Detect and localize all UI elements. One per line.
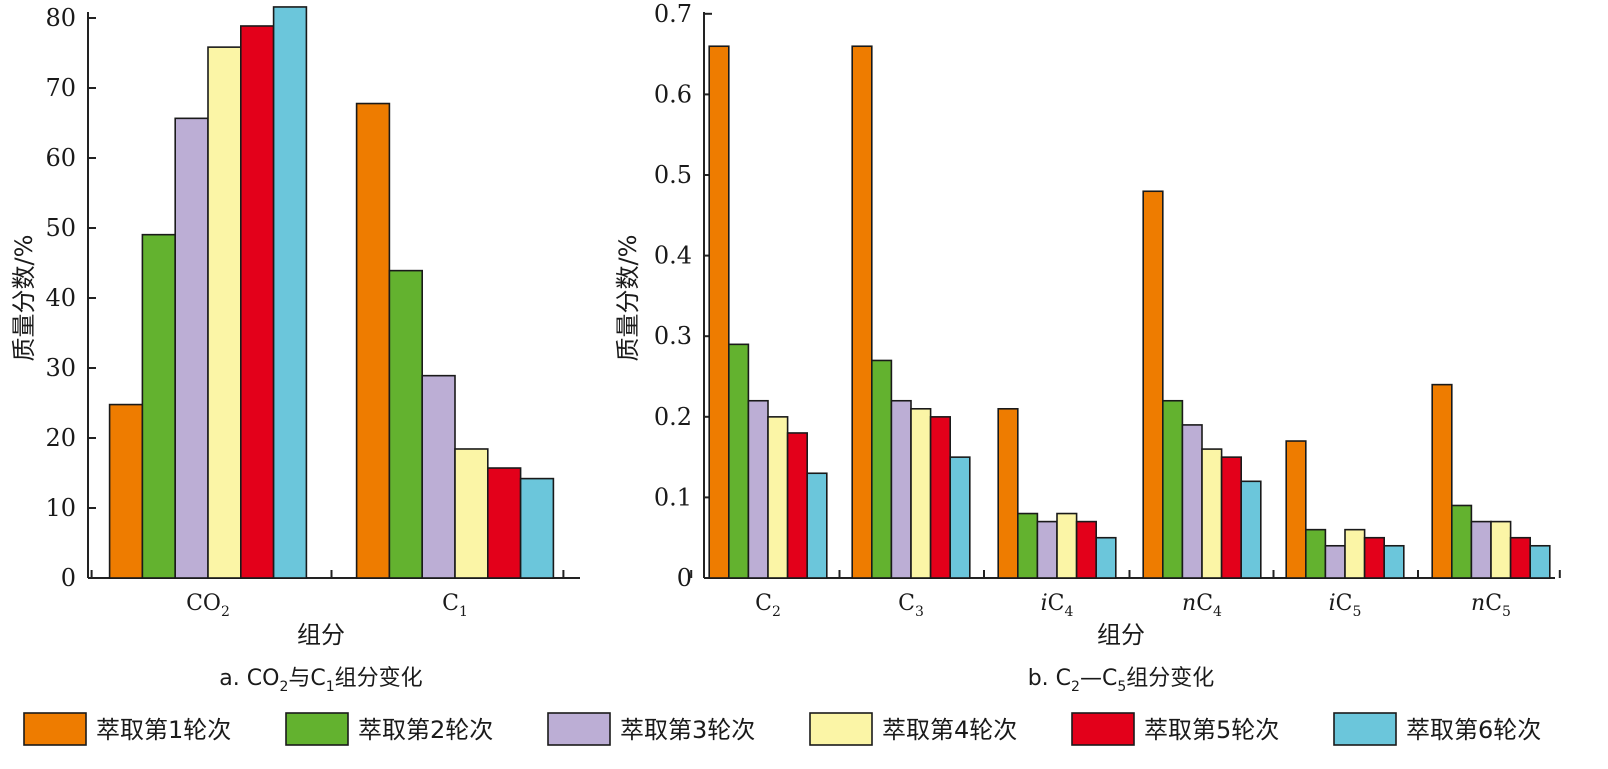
bar-2-1	[727, 343, 750, 579]
x-category-label: CO2	[186, 591, 230, 620]
y-tick-label: 0.3	[654, 322, 692, 350]
y-tick-label: 0.2	[654, 403, 692, 431]
bar-4-4	[1201, 448, 1223, 579]
bar-1-1	[108, 403, 144, 579]
chart-a: 0 10 20 30 40 50 60 70 80 CO2 C1 质量分数/% 组分 a. CO2与C1组…	[10, 4, 580, 695]
y-tick-label: 0.1	[654, 483, 692, 511]
bar-5-1	[240, 25, 275, 579]
bar-2-1	[141, 233, 176, 579]
bar-6-1	[272, 6, 308, 579]
bar-3-1	[747, 399, 769, 579]
bar-5-2	[486, 467, 522, 579]
bar-3-4	[1181, 424, 1203, 579]
x-category-label: C2	[755, 591, 781, 620]
bar-6-2	[519, 477, 555, 579]
bar-1-3	[997, 407, 1019, 579]
bar-1-6	[1431, 383, 1453, 579]
x-category-label: nC4	[1182, 591, 1222, 620]
bar-5-2	[929, 416, 951, 579]
bar-4-2	[910, 407, 932, 579]
y-tick-label: 0	[61, 564, 76, 592]
bar-2-5	[1305, 528, 1327, 579]
y-tick-label: 80	[45, 4, 76, 32]
chart-caption: a. CO2与C1组分变化	[219, 666, 422, 695]
legend-swatch-3	[547, 712, 611, 746]
bar-6-3	[1095, 536, 1117, 579]
legend-label-5: 萃取第5轮次	[1144, 716, 1279, 744]
y-tick-label: 20	[45, 424, 76, 452]
bar-2-4	[1162, 399, 1184, 579]
chart-b: 0 0.1 0.2 0.3 0.4 0.5 0.6 0.7 C2 C3 iC4 nC4 iC5 nC5 质量…	[614, 0, 1561, 695]
y-tick-label: 0.5	[654, 161, 692, 189]
y-tick-label: 50	[45, 214, 76, 242]
y-tick-label: 0.6	[654, 80, 692, 108]
y-tick-label: 40	[45, 284, 76, 312]
bar-3-2	[421, 374, 456, 579]
y-tick-label: 10	[45, 494, 76, 522]
legend-label-4: 萃取第4轮次	[882, 716, 1017, 744]
x-axis-title: 组分	[1097, 621, 1145, 649]
chart-caption: b. C2—C5组分变化	[1028, 666, 1215, 695]
bar-1-4	[1142, 190, 1164, 579]
bar-3-3	[1036, 520, 1058, 579]
y-tick-label: 30	[45, 354, 76, 382]
x-category-label: iC5	[1329, 591, 1362, 620]
legend-label-1: 萃取第1轮次	[96, 716, 231, 744]
bar-4-3	[1056, 512, 1078, 579]
legend-label-3: 萃取第3轮次	[620, 716, 755, 744]
legend: 萃取第1轮次 萃取第2轮次 萃取第3轮次 萃取第4轮次 萃取第5轮次 萃取第6轮次	[23, 712, 1541, 746]
bar-6-6	[1529, 544, 1551, 579]
legend-swatch-4	[809, 712, 873, 746]
x-category-label: C1	[442, 591, 468, 620]
bar-1-2	[851, 45, 873, 579]
bar-6-4	[1240, 480, 1262, 579]
x-category-label: nC5	[1471, 591, 1511, 620]
y-axis-title: 质量分数/%	[10, 235, 38, 362]
bar-3-2	[890, 399, 912, 579]
legend-swatch-1	[23, 712, 87, 746]
y-axis-title: 质量分数/%	[614, 235, 642, 362]
legend-swatch-6	[1333, 712, 1397, 746]
bar-4-6	[1490, 520, 1512, 579]
bar-2-2	[388, 269, 423, 579]
bar-4-2	[454, 448, 489, 579]
bar-1-2	[355, 102, 391, 579]
bar-4-5	[1344, 528, 1366, 579]
legend-swatch-5	[1071, 712, 1135, 746]
bar-5-1	[786, 432, 808, 579]
bar-3-5	[1324, 544, 1346, 579]
bar-5-3	[1075, 520, 1097, 579]
bar-6-5	[1383, 544, 1405, 579]
bar-3-1	[174, 117, 209, 579]
x-category-label: C3	[898, 591, 924, 620]
bar-5-6	[1509, 536, 1531, 579]
bar-6-1	[806, 472, 828, 579]
bar-1-1	[708, 45, 730, 579]
legend-label-2: 萃取第2轮次	[358, 716, 493, 744]
bar-5-4	[1220, 456, 1242, 579]
x-category-label: iC4	[1041, 591, 1074, 620]
x-axis-title: 组分	[297, 621, 345, 649]
y-tick-label: 0	[677, 564, 692, 592]
bar-4-1	[767, 416, 789, 579]
bar-4-1	[207, 46, 242, 579]
bar-3-6	[1470, 520, 1492, 579]
y-tick-label: 0.7	[654, 0, 692, 28]
bar-5-5	[1363, 536, 1385, 579]
y-tick-label: 0.4	[654, 242, 692, 270]
legend-swatch-2	[285, 712, 349, 746]
bar-6-2	[949, 456, 971, 579]
legend-label-6: 萃取第6轮次	[1406, 716, 1541, 744]
bar-2-2	[870, 359, 893, 579]
y-tick-label: 60	[45, 144, 76, 172]
y-tick-label: 70	[45, 74, 76, 102]
bar-1-5	[1285, 440, 1307, 579]
bar-2-6	[1451, 504, 1473, 579]
bar-2-3	[1016, 512, 1039, 579]
